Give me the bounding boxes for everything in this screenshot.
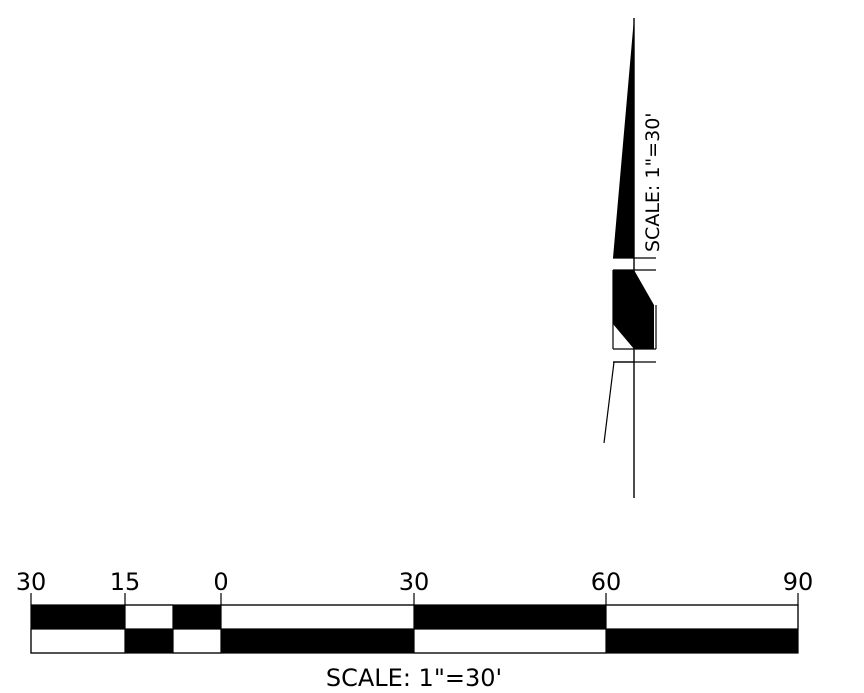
- scale-bar-segment: [124, 604, 174, 630]
- scale-bar-tick-label: 15: [110, 568, 141, 596]
- scale-bar-segment: [220, 604, 415, 630]
- scale-bar-segment: [605, 604, 799, 630]
- scale-bar-tick-label: 60: [591, 568, 622, 596]
- scale-bar-tick-label: 90: [783, 568, 814, 596]
- scale-bar-caption: SCALE: 1"=30': [326, 664, 502, 692]
- scale-bar-segment: [172, 628, 222, 654]
- north-arrow-break: [613, 270, 654, 349]
- scale-bar-segment: [30, 628, 126, 654]
- scale-bar-segment: [125, 629, 173, 653]
- scale-bar-tick-label: 0: [213, 568, 228, 596]
- north-arrow-wedge: [613, 18, 634, 258]
- scale-bar-segment: [31, 605, 125, 629]
- scale-bar: 30 15 0 30 60 90 SCALE: 1"=30': [16, 568, 814, 692]
- scale-bar-segment: [221, 629, 414, 653]
- scale-bar-tick-label: 30: [399, 568, 430, 596]
- north-arrow-hook: [603, 361, 634, 444]
- scale-bar-tick-label: 30: [16, 568, 47, 596]
- scale-bar-segment: [414, 605, 606, 629]
- north-arrow: SCALE: 1"=30': [603, 18, 664, 498]
- scale-bar-segment: [606, 629, 798, 653]
- scale-bar-segment: [413, 628, 607, 654]
- north-arrow-scale-label: SCALE: 1"=30': [642, 112, 664, 252]
- scale-bar-segment: [173, 605, 221, 629]
